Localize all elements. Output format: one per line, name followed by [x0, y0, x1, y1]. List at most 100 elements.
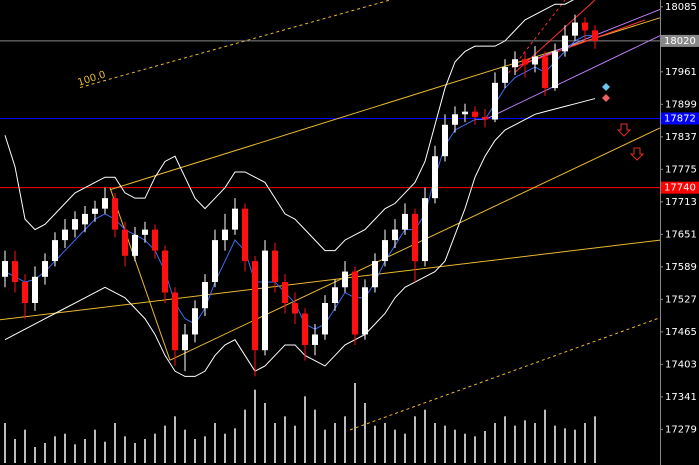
- volume-bar: [374, 425, 376, 463]
- volume-bar: [54, 436, 56, 463]
- candle-body: [542, 56, 548, 89]
- volume-bar: [524, 420, 526, 463]
- candle-body: [302, 313, 308, 345]
- candle-body: [482, 116, 488, 120]
- y-tick-label: 17341: [665, 392, 697, 403]
- y-tick-label: 18085: [665, 2, 697, 13]
- candle-body: [402, 213, 408, 230]
- candle-body: [112, 198, 118, 230]
- candle-body: [262, 250, 268, 351]
- candle-body: [552, 51, 558, 89]
- y-tick-label: 17651: [665, 229, 697, 240]
- candle-body: [152, 229, 158, 251]
- candle-body: [332, 287, 338, 304]
- volume-bar: [574, 429, 576, 463]
- price-label-box: [661, 34, 699, 47]
- candle-body: [212, 240, 218, 283]
- candle-body: [392, 229, 398, 241]
- volume-bar: [74, 444, 76, 463]
- volume-bar: [344, 416, 346, 463]
- volume-bar: [464, 433, 466, 463]
- candle-body: [472, 111, 478, 117]
- y-tick-label: 17837: [665, 132, 697, 143]
- candle-body: [192, 308, 198, 335]
- trendline: [349, 317, 661, 431]
- volume-bar: [264, 403, 266, 463]
- candle-body: [82, 213, 88, 225]
- volume-bar: [174, 416, 176, 463]
- candle-body: [372, 261, 378, 288]
- volume-bar: [4, 423, 6, 463]
- volume-bar: [144, 439, 146, 463]
- volume-bar: [134, 443, 136, 463]
- volume-bar: [484, 431, 486, 463]
- arrow-icon: [629, 147, 645, 161]
- candle-body: [352, 271, 358, 335]
- price-label: 18020: [664, 36, 696, 47]
- volume-bar: [14, 439, 16, 463]
- y-tick-label: 17527: [665, 294, 697, 305]
- candle-body: [182, 334, 188, 351]
- candle-body: [442, 124, 448, 157]
- arrow-icon: [616, 123, 632, 137]
- candle-body: [252, 261, 258, 351]
- trendline: [484, 35, 661, 120]
- candle-body: [272, 250, 278, 283]
- volume-bar: [404, 433, 406, 463]
- volume-bar: [554, 425, 556, 463]
- candle-body: [132, 234, 138, 256]
- volume-bar: [44, 443, 46, 463]
- candle-body: [202, 282, 208, 309]
- y-tick-label: 17775: [665, 164, 697, 175]
- volume-bar: [454, 429, 456, 463]
- volume-bar: [244, 409, 246, 463]
- candle-body: [32, 276, 38, 304]
- candle-body: [12, 261, 18, 283]
- candle-body: [422, 198, 428, 262]
- volume-bar: [424, 409, 426, 463]
- y-tick-label: 17279: [665, 424, 697, 435]
- volume-bar: [494, 423, 496, 463]
- candle-body: [342, 271, 348, 288]
- y-tick-label: 17961: [665, 67, 697, 78]
- price-axis: 17279 17341 17403 17465 17527 17589 17651 17713…: [660, 2, 699, 435]
- candle-body: [432, 156, 438, 199]
- volume-bar: [414, 416, 416, 463]
- y-tick-label: 17403: [665, 359, 697, 370]
- volume-bar: [124, 436, 126, 463]
- candle-body: [522, 59, 528, 65]
- candle-body: [42, 261, 48, 277]
- volume-bar: [104, 441, 106, 463]
- candle-body: [172, 292, 178, 351]
- volume-bar: [504, 416, 506, 463]
- volume-bar: [194, 439, 196, 463]
- indicator-line: [4, 0, 575, 252]
- volume-bar: [474, 436, 476, 463]
- candle-body: [232, 208, 238, 230]
- plot-area: [0, 0, 661, 463]
- volume-bar: [284, 416, 286, 463]
- candle-body: [322, 303, 328, 335]
- candle-body: [362, 287, 368, 335]
- volume-bar: [94, 429, 96, 463]
- price-label: 17872: [664, 113, 696, 124]
- candle-body: [512, 59, 518, 68]
- y-tick-label: 17589: [665, 262, 697, 273]
- volume-bar: [234, 428, 236, 463]
- price-label: 17740: [664, 183, 696, 194]
- price-label-box: [661, 112, 699, 125]
- candle-body: [592, 30, 598, 41]
- candle-body: [142, 229, 148, 235]
- volume-bar: [274, 423, 276, 463]
- candle-body: [312, 334, 318, 345]
- trendline: [109, 187, 171, 361]
- candle-body: [62, 229, 68, 241]
- marker-icon: [602, 83, 610, 91]
- volume-bar: [34, 447, 36, 463]
- y-tick-label: 17465: [665, 327, 697, 338]
- volume-bar: [64, 433, 66, 463]
- volume-bar: [164, 425, 166, 463]
- volume-bar: [354, 383, 356, 463]
